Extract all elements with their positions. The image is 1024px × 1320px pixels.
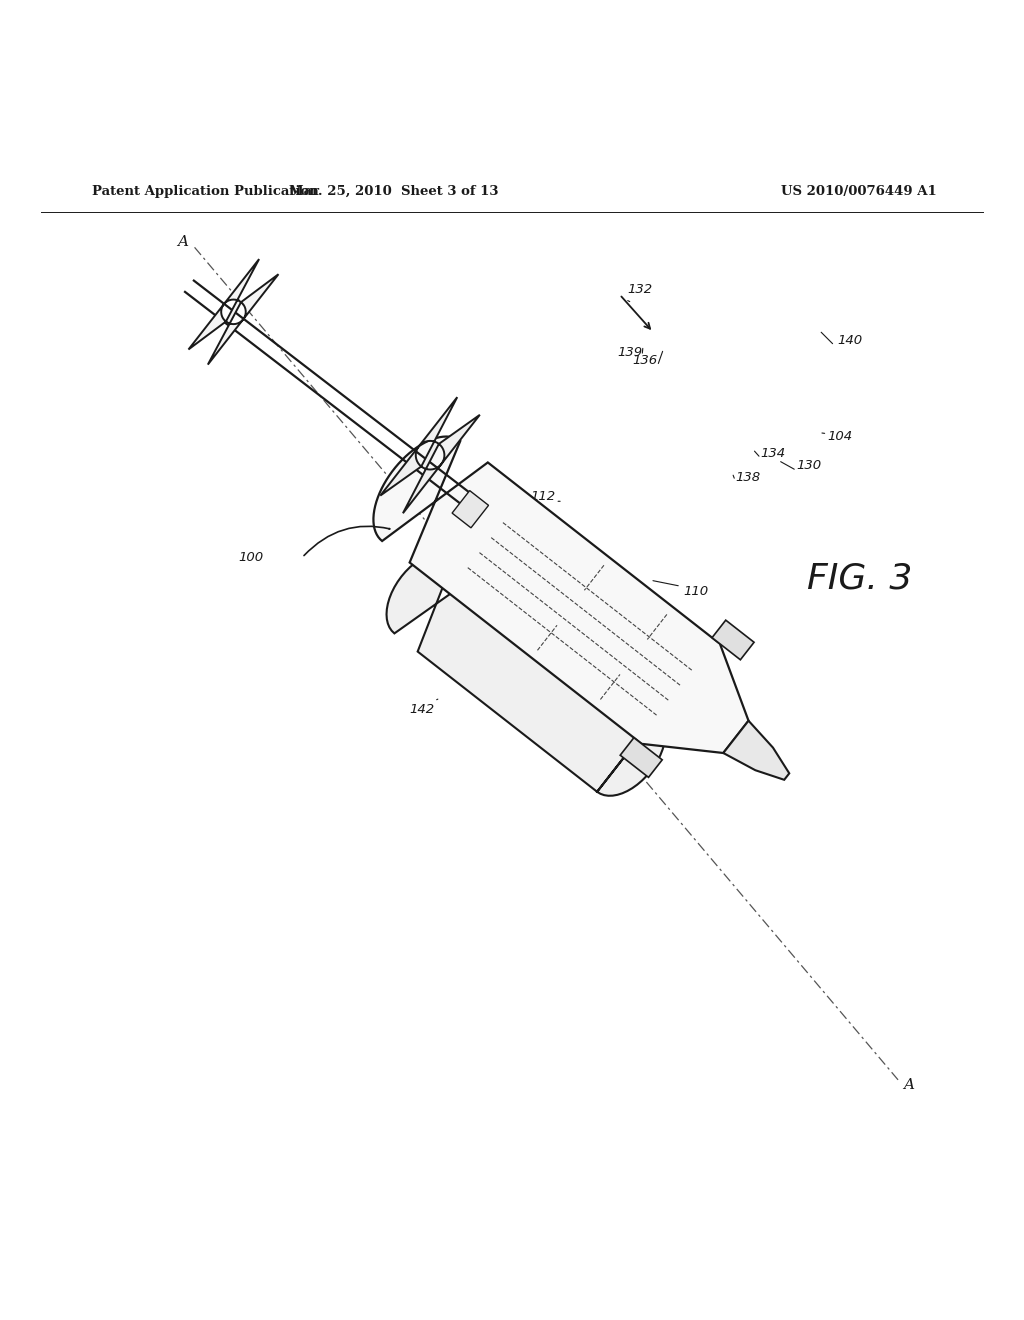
Text: 134: 134 <box>761 446 785 459</box>
Text: 102: 102 <box>433 533 458 545</box>
Text: 136: 136 <box>633 355 657 367</box>
Polygon shape <box>723 721 790 780</box>
Polygon shape <box>188 259 279 364</box>
Text: 130: 130 <box>797 459 821 473</box>
Text: 104: 104 <box>827 430 852 444</box>
Text: 110: 110 <box>684 585 709 598</box>
Text: A: A <box>177 235 187 249</box>
Text: 139: 139 <box>617 346 642 359</box>
Polygon shape <box>374 437 749 752</box>
Polygon shape <box>452 491 488 528</box>
Polygon shape <box>380 397 480 513</box>
Text: 140: 140 <box>838 334 862 347</box>
Text: Mar. 25, 2010  Sheet 3 of 13: Mar. 25, 2010 Sheet 3 of 13 <box>290 185 499 198</box>
Text: 132: 132 <box>628 282 652 296</box>
Polygon shape <box>386 552 666 796</box>
Text: 100: 100 <box>239 552 263 564</box>
Polygon shape <box>712 620 754 660</box>
Text: 142: 142 <box>410 702 434 715</box>
Text: US 2010/0076449 A1: US 2010/0076449 A1 <box>781 185 937 198</box>
Text: 112: 112 <box>530 490 555 503</box>
Text: 138: 138 <box>735 471 760 484</box>
Polygon shape <box>621 738 663 777</box>
Text: A: A <box>903 1078 913 1092</box>
FancyArrowPatch shape <box>304 527 390 556</box>
Text: FIG. 3: FIG. 3 <box>808 561 912 595</box>
Text: Patent Application Publication: Patent Application Publication <box>92 185 318 198</box>
